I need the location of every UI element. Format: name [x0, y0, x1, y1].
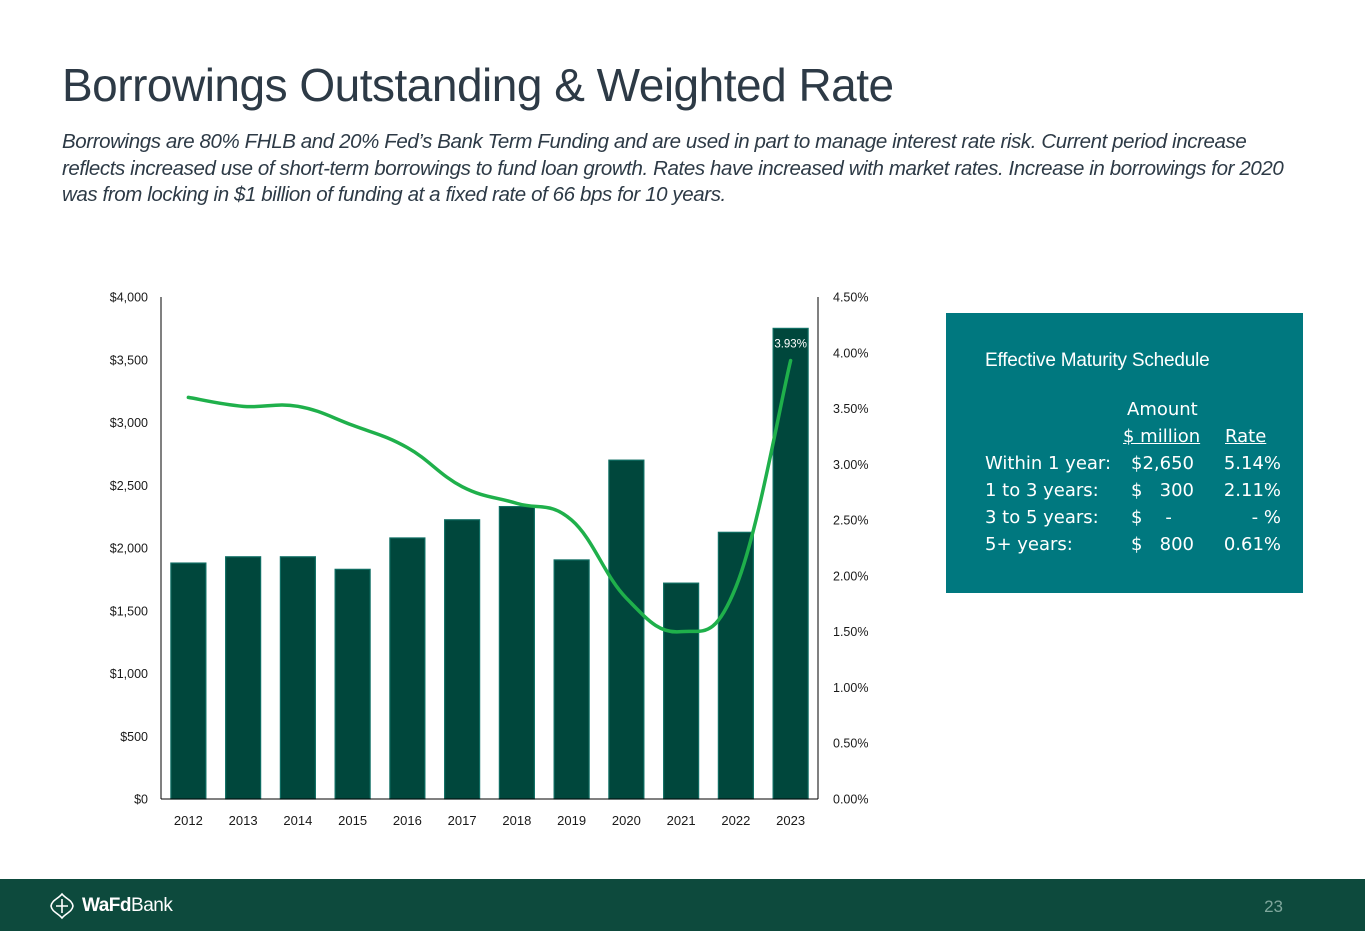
bar — [498, 505, 535, 800]
page-number: 23 — [1264, 897, 1283, 916]
y-tick-label-right: 0.00% — [833, 793, 868, 807]
page-subtitle: Borrowings are 80% FHLB and 20% Fed’s Ba… — [62, 130, 1284, 206]
schedule-row-rate: 5.14% — [1223, 453, 1281, 474]
schedule-row-rate: 0.61% — [1223, 534, 1281, 555]
x-tick-label: 2015 — [338, 813, 367, 828]
schedule-row-label: Within 1 year: — [985, 453, 1112, 474]
x-tick-label: 2016 — [393, 813, 422, 828]
maturity-schedule-panel: Effective Maturity Schedule Amount $ mil… — [946, 313, 1303, 593]
schedule-row-amount: $2,650 — [1131, 453, 1194, 474]
bar — [553, 559, 590, 800]
y-tick-label-right: 2.50% — [833, 514, 868, 528]
x-tick-label: 2023 — [776, 813, 805, 828]
rate-line — [186, 358, 793, 634]
x-tick-label: 2020 — [612, 813, 641, 828]
bar — [717, 531, 754, 800]
amount-header: Amount — [1127, 399, 1198, 420]
schedule-row-label: 1 to 3 years: — [985, 480, 1099, 501]
schedule-row-label: 5+ years: — [985, 534, 1073, 555]
x-tick-label: 2017 — [448, 813, 477, 828]
y-tick-label-left: $0 — [134, 793, 148, 807]
bar — [389, 537, 426, 800]
schedule-row-rate: 2.11% — [1223, 480, 1281, 501]
page-title: Borrowings Outstanding & Weighted Rate — [62, 59, 894, 111]
bar — [444, 519, 481, 800]
x-tick-label: 2012 — [174, 813, 203, 828]
y-tick-label-left: $4,000 — [110, 291, 148, 305]
y-tick-label-right: 2.00% — [833, 569, 868, 583]
y-tick-label-left: $500 — [120, 730, 148, 744]
bar — [772, 327, 809, 800]
y-tick-label-left: $3,000 — [110, 416, 148, 430]
bar — [334, 568, 371, 800]
schedule-row-amount: $ 300 — [1131, 480, 1194, 501]
x-tick-label: 2018 — [502, 813, 531, 828]
x-tick-label: 2014 — [283, 813, 312, 828]
schedule-row-amount: $ 800 — [1131, 534, 1194, 555]
x-tick-label: 2022 — [721, 813, 750, 828]
y-tick-label-left: $3,500 — [110, 353, 148, 367]
y-tick-label-right: 1.50% — [833, 625, 868, 639]
bar — [170, 562, 207, 800]
y-tick-label-left: $1,000 — [110, 667, 148, 681]
y-tick-label-right: 4.00% — [833, 346, 868, 360]
y-tick-label-right: 3.00% — [833, 458, 868, 472]
bar — [279, 556, 316, 800]
y-tick-label-right: 3.50% — [833, 402, 868, 416]
logo-text: WaFdBank — [82, 895, 173, 916]
bar — [663, 582, 700, 800]
schedule-title: Effective Maturity Schedule — [985, 350, 1210, 371]
data-label: 3.93% — [774, 339, 807, 351]
y-tick-label-left: $1,500 — [110, 604, 148, 618]
amount-unit-header: $ million — [1123, 426, 1201, 447]
y-tick-label-left: $2,000 — [110, 542, 148, 556]
y-tick-label-right: 0.50% — [833, 737, 868, 751]
x-tick-label: 2019 — [557, 813, 586, 828]
rate-header: Rate — [1225, 426, 1267, 447]
wafd-logo[interactable]: WaFdBank — [48, 892, 173, 920]
schedule-row-rate: - % — [1251, 507, 1281, 528]
bar — [608, 459, 645, 800]
footer-bar: WaFdBank 23 — [0, 879, 1365, 931]
x-tick-label: 2013 — [229, 813, 258, 828]
y-tick-label-right: 1.00% — [833, 681, 868, 695]
schedule-row-amount: $ - — [1131, 507, 1172, 528]
schedule-row-label: 3 to 5 years: — [985, 507, 1099, 528]
y-tick-label-left: $2,500 — [110, 479, 148, 493]
wafd-emblem-icon — [50, 892, 74, 920]
bar — [225, 556, 262, 800]
x-tick-label: 2021 — [667, 813, 696, 828]
y-tick-label-right: 4.50% — [833, 291, 868, 305]
